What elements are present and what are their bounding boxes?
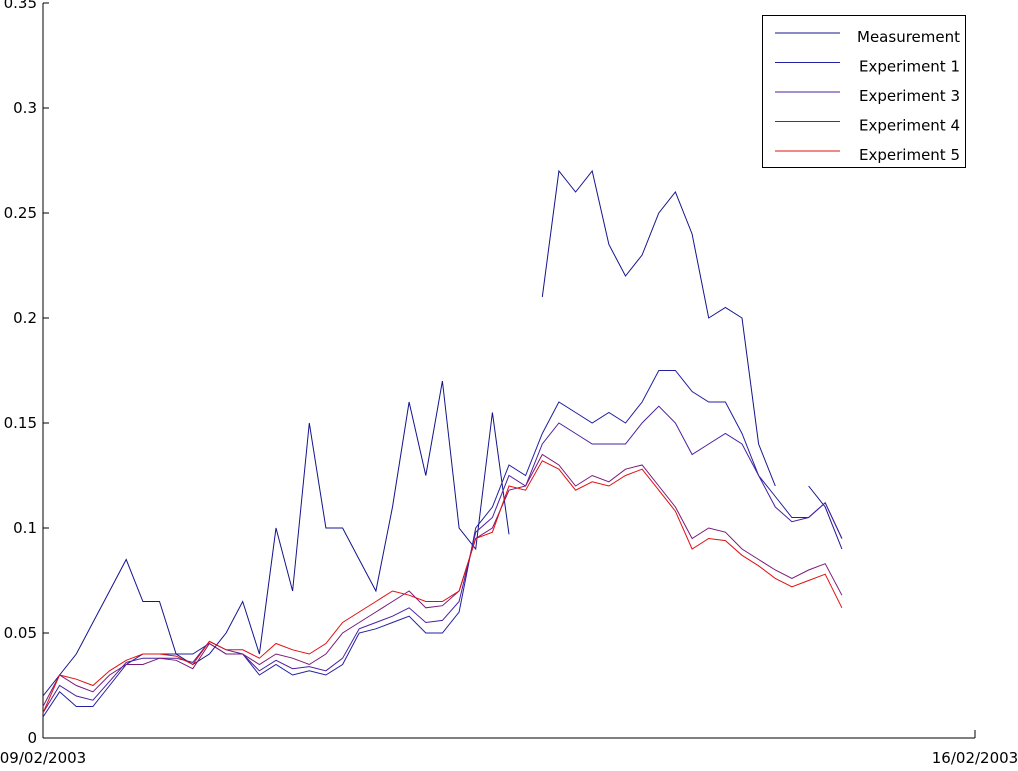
- legend-label: Experiment 3: [859, 87, 960, 105]
- y-tick-label: 0.1: [13, 519, 37, 537]
- y-tick-label: 0.3: [13, 99, 37, 117]
- legend-label: Measurement: [857, 28, 960, 46]
- x-tick-label: 09/02/2003: [0, 749, 86, 767]
- y-tick-label: 0.05: [4, 624, 37, 642]
- series-line: [42, 460, 843, 714]
- series-line: [42, 370, 843, 718]
- y-tick-label: 0.2: [13, 309, 37, 327]
- series-line: [42, 453, 843, 707]
- legend-label: Experiment 5: [859, 146, 960, 164]
- y-tick-label: 0.15: [4, 414, 37, 432]
- legend-label: Experiment 1: [859, 58, 960, 76]
- series-line: [42, 405, 843, 714]
- y-tick-label: 0.35: [4, 0, 37, 12]
- legend-label: Experiment 4: [859, 117, 960, 135]
- series-line: [42, 169, 843, 697]
- y-tick-label: 0.25: [4, 204, 37, 222]
- x-tick-label: 16/02/2003: [932, 749, 1018, 767]
- y-tick-label: 0: [27, 729, 37, 747]
